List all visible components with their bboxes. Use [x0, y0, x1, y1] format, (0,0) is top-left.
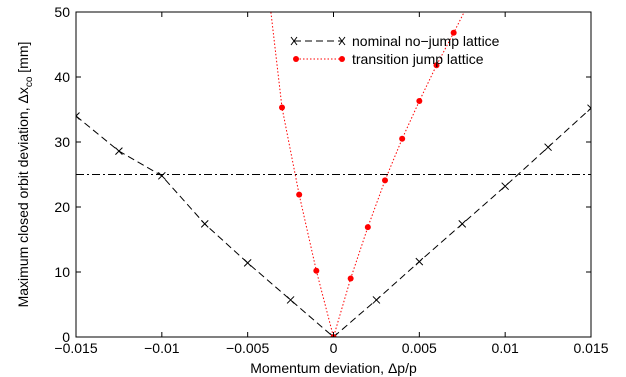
data-point-1	[468, 0, 474, 2]
data-point-0	[286, 296, 295, 304]
data-point-1	[279, 104, 285, 111]
y-tick-label: 20	[54, 199, 70, 215]
y-axis-title-subscript: co	[24, 76, 35, 87]
x-axis-title: Momentum deviation, Δp/p	[250, 360, 417, 376]
data-point-1	[416, 98, 423, 105]
data-point-1	[296, 191, 303, 198]
legend-marker-transition-a	[293, 56, 299, 62]
data-point-1	[347, 275, 354, 282]
data-point-1	[313, 267, 320, 274]
x-tick-label: −0.01	[144, 340, 180, 356]
x-tick-label: 0	[330, 340, 338, 356]
y-axis-title: Maximum closed orbit deviation, Δxco [mm…	[15, 42, 35, 308]
y-tick-label: 30	[54, 134, 70, 150]
legend-marker-nominal	[290, 36, 346, 46]
data-point-0	[200, 220, 209, 228]
data-point-0	[115, 147, 123, 155]
data-point-0	[76, 112, 80, 120]
y-tick-label: 10	[54, 264, 70, 280]
data-point-1	[382, 177, 388, 184]
data-point-1	[450, 29, 457, 36]
data-point-0	[544, 143, 552, 152]
y-tick-label: 40	[54, 69, 70, 85]
data-point-0	[157, 171, 166, 180]
x-tick-label: −0.005	[226, 340, 269, 356]
x-tick-label: 0.005	[402, 340, 437, 356]
x-tick-label: −0.015	[54, 340, 97, 356]
legend-label-nominal: nominal no−jump lattice	[352, 33, 500, 49]
legend-marker-transition-b	[339, 56, 345, 62]
y-tick-label: 0	[62, 329, 70, 345]
y-tick-label: 50	[54, 4, 70, 20]
data-point-0	[415, 257, 424, 266]
y-axis-title-unit: [mm]	[15, 42, 31, 77]
data-point-0	[501, 182, 510, 191]
legend-label-transition: transition jump lattice	[352, 51, 484, 67]
data-point-0	[458, 220, 467, 228]
data-point-0	[243, 259, 252, 267]
x-tick-label: 0.015	[573, 340, 608, 356]
y-axis-title-main: Maximum closed orbit deviation, Δx	[15, 87, 31, 307]
data-point-0	[587, 104, 591, 113]
data-point-1	[399, 135, 406, 142]
legend: nominal no−jump lattice transition jump …	[290, 33, 500, 67]
data-point-1	[364, 224, 371, 231]
x-tick-label: 0.01	[492, 340, 519, 356]
data-point-0	[372, 296, 381, 304]
data-point-0	[329, 333, 338, 337]
data-point-1	[433, 62, 440, 69]
